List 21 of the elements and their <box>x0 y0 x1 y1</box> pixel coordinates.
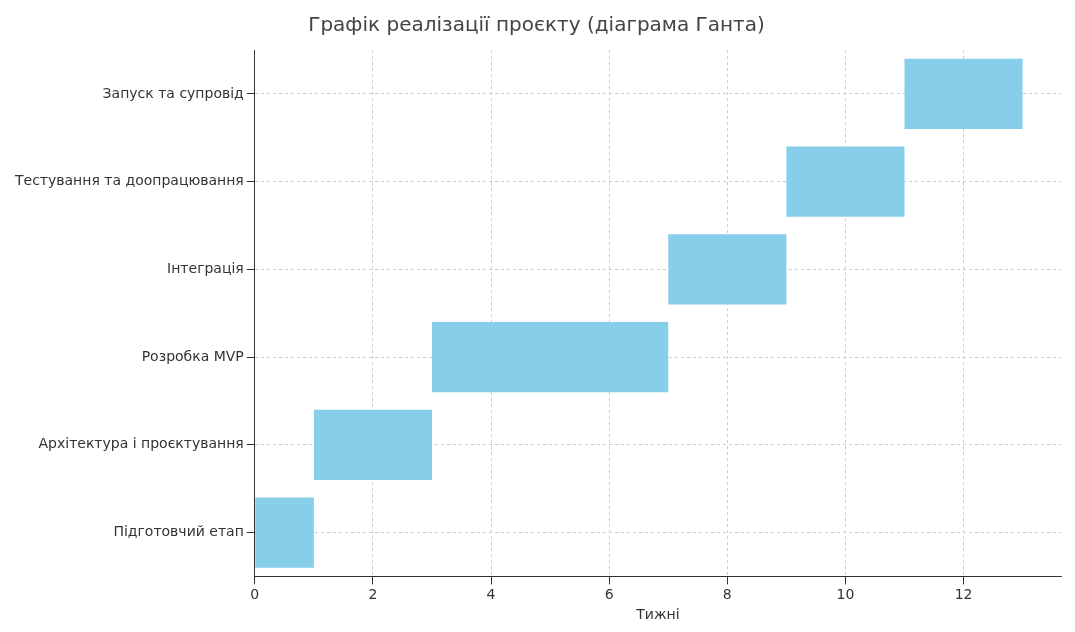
bar <box>668 234 787 305</box>
x-tick-label: 2 <box>368 586 378 603</box>
x-tick-label: 6 <box>604 586 614 603</box>
y-tick-label: Тестування та доопрацювання <box>13 172 244 189</box>
x-tick-label: 8 <box>722 586 732 603</box>
bar <box>904 58 1023 129</box>
bar <box>313 409 432 480</box>
x-tick-label: 12 <box>954 586 973 603</box>
bar <box>255 497 314 568</box>
chart-title: Графік реалізації проєкту (діаграма Ганта) <box>308 12 765 37</box>
x-tick-label: 10 <box>836 586 855 603</box>
bar <box>431 321 669 393</box>
y-tick-label: Підготовчий етап <box>113 523 244 540</box>
y-tick-label: Інтеграція <box>167 259 244 276</box>
x-tick-label: 0 <box>250 586 260 603</box>
y-tick-label: Архітектура і проєктування <box>38 435 244 452</box>
bar <box>786 146 905 217</box>
y-tick-label: Запуск та супровід <box>102 84 244 101</box>
x-tick-label: 4 <box>486 586 496 603</box>
x-axis-title: Тижні <box>635 606 680 623</box>
y-tick-label: Розробка MVP <box>141 347 244 364</box>
